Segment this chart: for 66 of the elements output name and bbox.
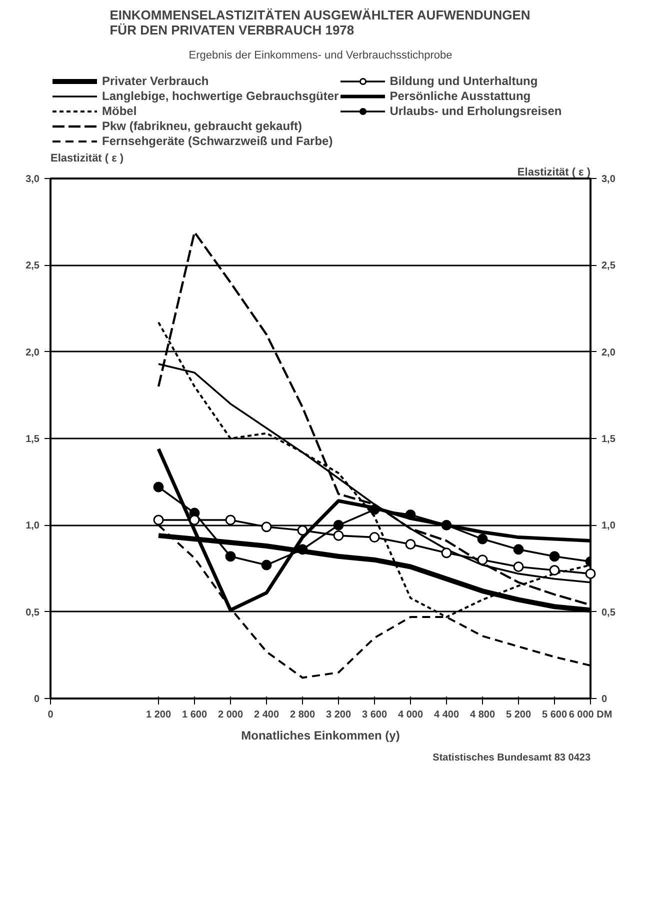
chart-subtitle: Ergebnis der Einkommens- und Verbrauchsstichprobe xyxy=(188,50,452,62)
point xyxy=(441,548,452,558)
x-tick-label: 3 200 xyxy=(326,710,352,720)
legend-label: Privater Verbrauch xyxy=(102,74,209,88)
point xyxy=(297,544,308,555)
point xyxy=(261,522,272,532)
legend-label: Urlaubs- und Erholungsreisen xyxy=(390,104,562,118)
y2-tick-label: 2,5 xyxy=(602,260,616,272)
x-tick-label: 6 000 DM xyxy=(568,710,612,720)
x-tick-label: 2 000 xyxy=(218,710,244,720)
x-axis-title: Monatliches Einkommen (y) xyxy=(241,728,400,742)
x-tick-label: 4 400 xyxy=(434,710,460,720)
x-tick-label: 2 400 xyxy=(254,710,280,720)
point xyxy=(189,514,200,526)
legend-label: Pkw (fabrikneu, gebraucht gekauft) xyxy=(102,119,302,133)
y-tick-label: 2,0 xyxy=(26,347,40,358)
y-tick-label: 1,5 xyxy=(26,434,40,445)
y-axis-title: Elastizität ( ε ) xyxy=(50,152,124,164)
legend-label: Möbel xyxy=(102,104,137,118)
point xyxy=(585,568,596,579)
y-tick-label: 3,0 xyxy=(26,174,40,185)
y-tick-label: 2,5 xyxy=(26,260,40,272)
y2-tick-label: 1,5 xyxy=(602,434,616,445)
y2-tick-label: 2,0 xyxy=(602,347,616,358)
x-tick-label: 4 800 xyxy=(470,710,496,720)
point xyxy=(225,551,236,562)
legend-label: Persönliche Ausstattung xyxy=(390,89,531,103)
y2-axis-title: Elastizität ( ε ) xyxy=(517,166,591,178)
x-tick-label: 1 200 xyxy=(146,710,172,720)
x-tick-label: 4 000 xyxy=(398,710,424,720)
y2-tick-label: 0,5 xyxy=(602,607,616,618)
x-tick-label: 5 600 xyxy=(542,710,568,720)
point xyxy=(441,520,452,530)
legend-label: Langlebige, hochwertige Gebrauchsgüter xyxy=(102,89,339,103)
y2-tick-label: 0 xyxy=(602,694,608,705)
legend-label: Bildung und Unterhaltung xyxy=(390,74,538,88)
x-tick-label: 3 600 xyxy=(362,710,388,720)
x-tick-label: 5 200 xyxy=(506,710,532,720)
point xyxy=(369,532,380,543)
y-tick-label: 0 xyxy=(34,694,40,705)
point xyxy=(513,562,524,572)
point xyxy=(333,520,344,530)
point xyxy=(405,510,416,520)
legend-label: Fernsehgeräte (Schwarzweiß und Farbe) xyxy=(102,134,333,148)
y2-tick-label: 1,0 xyxy=(602,520,616,532)
point xyxy=(261,560,272,570)
point xyxy=(153,482,164,492)
chart-title: EINKOMMENSELASTIZITÄTEN AUSGEWÄHLTER AUFWENDUNGEN FÜR DEN PRIVATEN VERBRAUCH 1978 xyxy=(110,8,530,38)
point xyxy=(225,514,236,526)
point xyxy=(477,534,488,544)
point xyxy=(405,538,416,550)
x-tick-label: 0 xyxy=(48,710,54,720)
point xyxy=(513,544,524,555)
point xyxy=(477,554,488,566)
point xyxy=(297,525,308,536)
y-tick-label: 0,5 xyxy=(26,607,40,618)
point xyxy=(549,551,560,562)
y-tick-label: 1,0 xyxy=(26,520,40,532)
x-tick-label: 2 800 xyxy=(290,710,316,720)
y2-tick-label: 3,0 xyxy=(602,174,616,185)
point xyxy=(333,530,344,541)
point xyxy=(369,504,380,515)
x-tick-label: 1 600 xyxy=(182,710,208,720)
point xyxy=(549,564,560,576)
text: Statistisches Bundesamt 83 0423 xyxy=(432,752,591,764)
point xyxy=(153,514,164,526)
